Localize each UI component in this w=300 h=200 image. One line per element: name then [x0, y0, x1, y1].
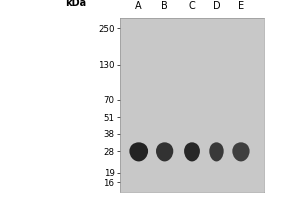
Ellipse shape [129, 142, 148, 161]
Ellipse shape [209, 142, 224, 161]
Ellipse shape [156, 142, 173, 161]
Text: B: B [161, 1, 168, 11]
Text: kDa: kDa [65, 0, 86, 8]
Ellipse shape [184, 142, 200, 161]
Text: D: D [213, 1, 220, 11]
Text: C: C [189, 1, 195, 11]
Ellipse shape [232, 142, 250, 161]
Text: E: E [238, 1, 244, 11]
Text: A: A [135, 1, 142, 11]
